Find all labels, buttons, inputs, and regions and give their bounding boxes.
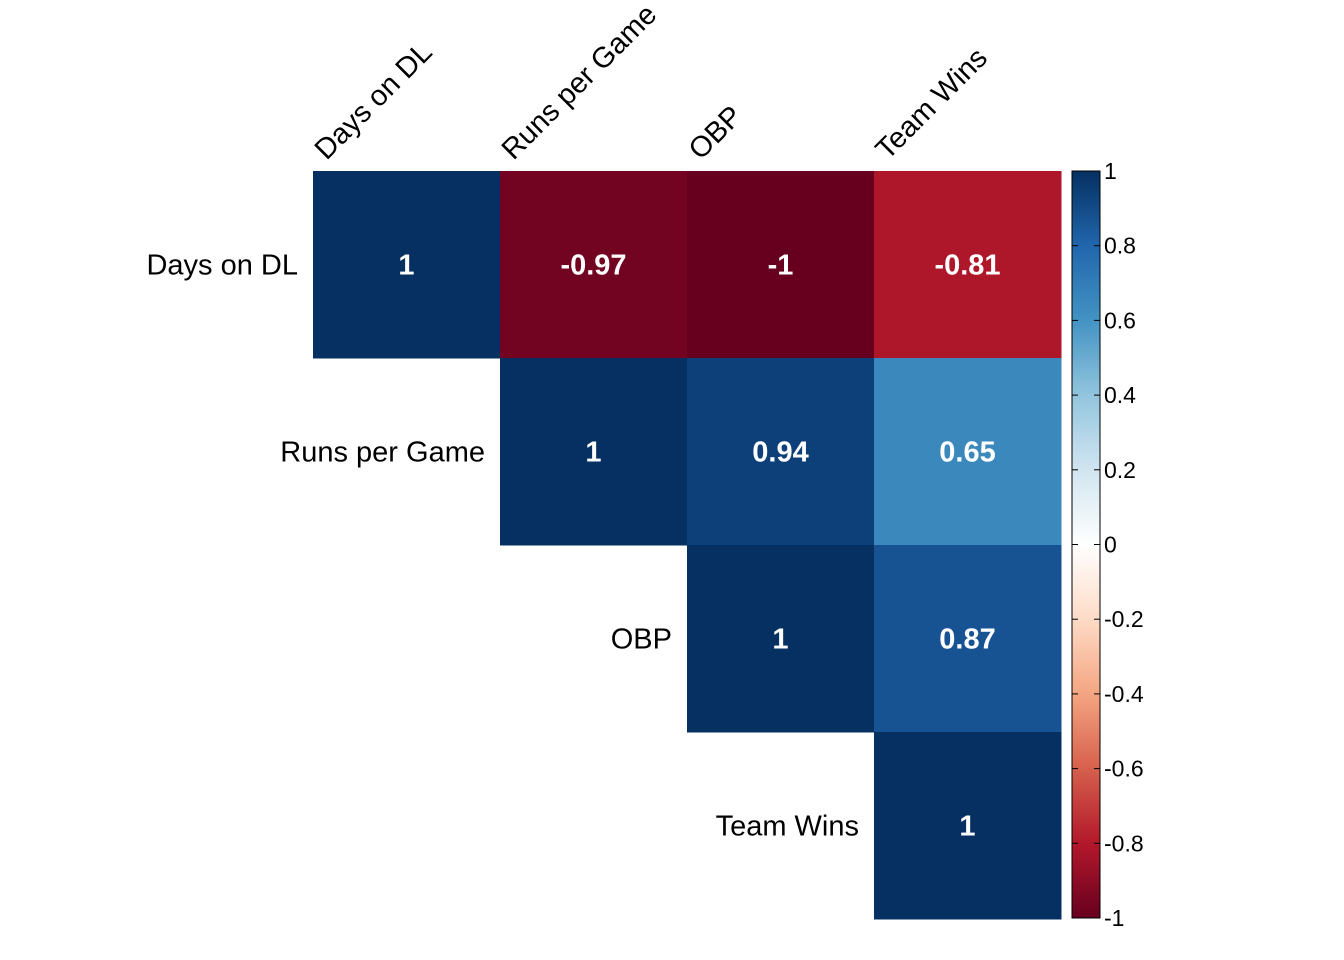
colorbar-tick-label-7: -0.4 [1104, 681, 1144, 707]
colorbar-tick-label-3: 0.4 [1104, 382, 1136, 408]
heatmap-cell-1-1 [500, 358, 688, 546]
cell-value-label-0-3: -0.81 [934, 250, 1000, 282]
heatmap-cell-3-3 [874, 732, 1062, 920]
colorbar-tick-label-6: -0.2 [1104, 606, 1144, 632]
colorbar-tick-label-9: -0.8 [1104, 830, 1144, 856]
row-labels: Days on DL Runs per Game OBP Team Wins [146, 250, 859, 843]
heatmap-cell-0-0 [313, 171, 501, 359]
heatmap-cell-2-3 [874, 545, 1062, 733]
colorbar-tick-label-2: 0.6 [1104, 307, 1136, 333]
row-label-0: Days on DL [146, 250, 298, 282]
heatmap-cell-1-2 [687, 358, 875, 546]
row-label-2: OBP [611, 624, 672, 656]
colorbar-tick-label-5: 0 [1104, 532, 1117, 558]
colorbar-legend: 1 0.8 0.6 0.4 0.2 0 -0.2 -0.4 -0.6 -0.8 -1 [1071, 158, 1144, 931]
cell-value-label-0-0: 1 [398, 250, 414, 282]
colorbar-ticks: 1 0.8 0.6 0.4 0.2 0 -0.2 -0.4 -0.6 -0.8 -1 [1072, 158, 1144, 931]
heatmap-cell-0-3 [874, 171, 1062, 359]
colorbar-tick-label-0: 1 [1104, 158, 1117, 184]
row-label-1: Runs per Game [280, 437, 485, 469]
cell-value-label-0-2: -1 [768, 250, 794, 282]
colorbar-tick-label-1: 0.8 [1104, 233, 1136, 259]
colorbar-tick-label-8: -0.6 [1104, 756, 1144, 782]
heatmap-cell-0-2 [687, 171, 875, 359]
cell-value-label-1-3: 0.65 [939, 437, 995, 469]
colorbar-tick-label-4: 0.2 [1104, 457, 1136, 483]
column-label-3: Team Wins [870, 42, 994, 166]
cell-value-label-2-3: 0.87 [939, 624, 995, 656]
cell-value-label-3-3: 1 [959, 811, 975, 843]
heatmap-cell-0-1 [500, 171, 688, 359]
cell-value-label-0-1: -0.97 [560, 250, 626, 282]
column-label-1: Runs per Game [496, 0, 663, 166]
column-label-0: Days on DL [309, 36, 439, 166]
cell-value-label-1-2: 0.94 [752, 437, 808, 469]
heatmap-cell-2-2 [687, 545, 875, 733]
cells-layer: 1 -0.97 -1 -0.81 1 0.94 0.65 1 0.87 1 [313, 171, 1062, 920]
colorbar-tick-label-10: -1 [1104, 905, 1124, 931]
cell-value-label-1-1: 1 [585, 437, 601, 469]
column-labels: Days on DL Runs per Game OBP Team Wins [309, 0, 994, 166]
column-label-2: OBP [683, 100, 749, 166]
row-label-3: Team Wins [716, 811, 859, 843]
cell-value-label-2-2: 1 [772, 624, 788, 656]
heatmap-cell-1-3 [874, 358, 1062, 546]
